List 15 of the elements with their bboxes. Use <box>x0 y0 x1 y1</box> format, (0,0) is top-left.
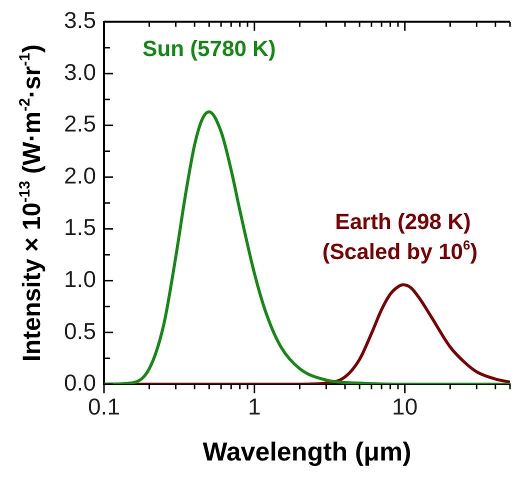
y-axis-title: Intensity × 10-13 (W·m-2·sr-1) <box>16 44 46 362</box>
y-tick-label: 2.0 <box>64 162 96 188</box>
x-tick-label: 1 <box>248 393 261 420</box>
y-tick-label: 3.0 <box>64 58 96 85</box>
text: Earth (298 K) <box>335 208 471 234</box>
x-tick-label: 0.1 <box>88 393 120 420</box>
y-tick-label: 2.5 <box>64 110 96 137</box>
x-tick-label: 10 <box>392 393 418 420</box>
y-tick-label: 3.5 <box>64 7 96 34</box>
text: Sun (5780 K) <box>142 36 276 61</box>
y-tick-label: 1.5 <box>64 214 96 240</box>
y-tick-label: 0.0 <box>64 370 96 396</box>
y-tick-label: 0.5 <box>64 318 96 344</box>
x-axis-title: Wavelength (μm) <box>202 436 412 467</box>
y-tick-label: 1.0 <box>64 266 96 292</box>
